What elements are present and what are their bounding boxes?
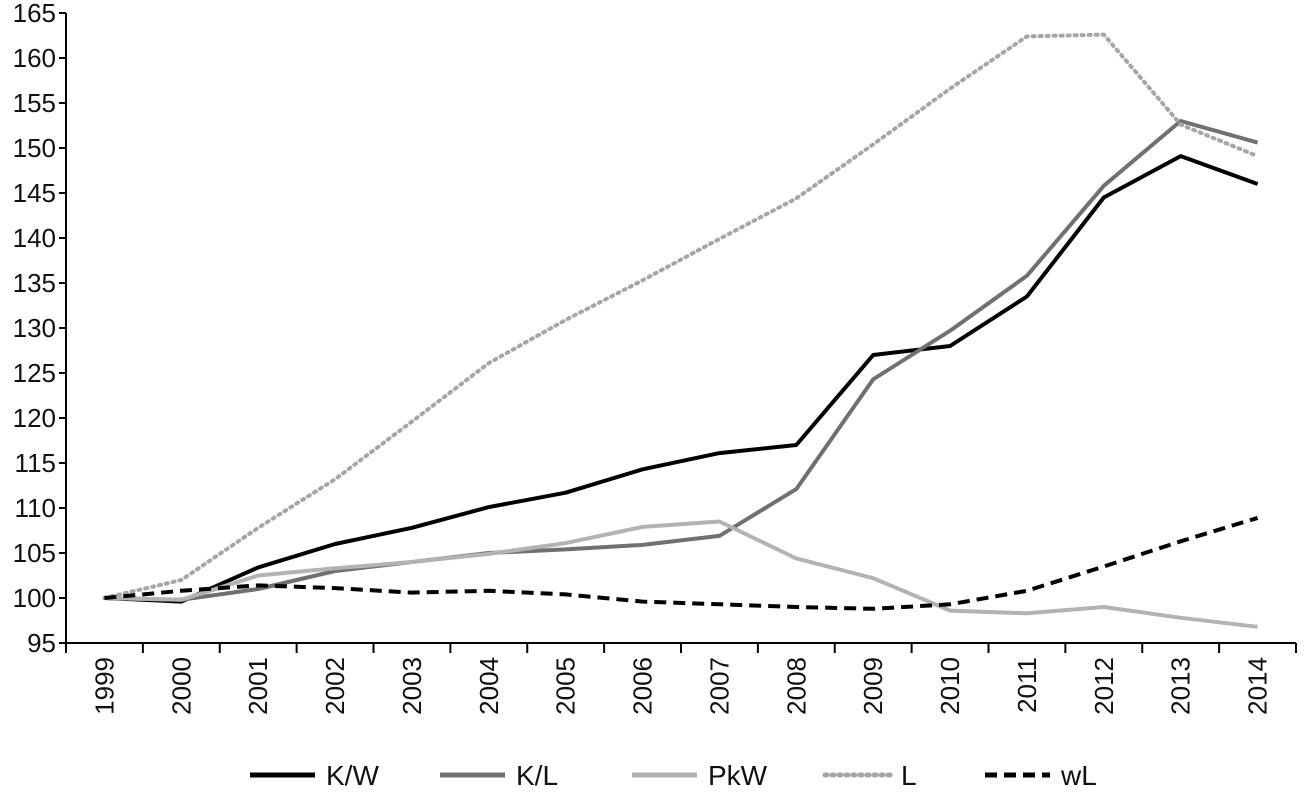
y-tick-label: 120 [13, 403, 56, 433]
legend-label: K/L [516, 760, 558, 791]
x-tick-label: 1999 [89, 657, 119, 715]
x-tick-label: 2007 [704, 657, 734, 715]
y-tick-label: 105 [13, 538, 56, 568]
y-tick-label: 165 [13, 0, 56, 28]
x-tick-label: 2005 [551, 657, 581, 715]
x-tick-label: 2006 [628, 657, 658, 715]
y-tick-label: 125 [13, 358, 56, 388]
x-tick-label: 2003 [397, 657, 427, 715]
x-tick-label: 2012 [1089, 657, 1119, 715]
x-tick-label: 2009 [858, 657, 888, 715]
series-line-k-w [104, 154, 1259, 604]
y-tick-label: 145 [13, 178, 56, 208]
y-tick-label: 150 [13, 133, 56, 163]
legend-label: wL [1060, 760, 1097, 791]
series-line-wl [104, 515, 1259, 611]
y-tick-label: 95 [27, 628, 56, 658]
y-tick-label: 160 [13, 43, 56, 73]
legend-label: L [901, 760, 917, 791]
y-tick-label: 155 [13, 88, 56, 118]
x-tick-label: 2000 [166, 657, 196, 715]
y-tick-label: 135 [13, 268, 56, 298]
y-tick-label: 100 [13, 583, 56, 613]
x-tick-label: 2013 [1166, 657, 1196, 715]
series-line-pkw [104, 519, 1258, 629]
x-tick-label: 2008 [781, 657, 811, 715]
y-tick-label: 115 [15, 448, 56, 478]
legend-label: PkW [708, 760, 768, 791]
x-tick-label: 2001 [243, 657, 273, 715]
series-lines [102, 32, 1260, 629]
x-tick-label: 2014 [1243, 657, 1273, 715]
axes: 95 100 105 110 115 120 125 130 135 140 145 150 155 16… [13, 0, 1297, 715]
x-tick-label: 2002 [320, 657, 350, 715]
legend-label: K/W [326, 760, 379, 791]
x-tick-label: 2011 [1012, 657, 1042, 713]
y-tick-label: 140 [13, 223, 56, 253]
x-tick-label: 2010 [935, 657, 965, 715]
y-tick-label: 110 [15, 493, 56, 523]
x-tick-label: 2004 [474, 657, 504, 715]
y-tick-label: 130 [13, 313, 56, 343]
series-line-k-l [104, 119, 1259, 602]
series-line-l [102, 32, 1260, 600]
